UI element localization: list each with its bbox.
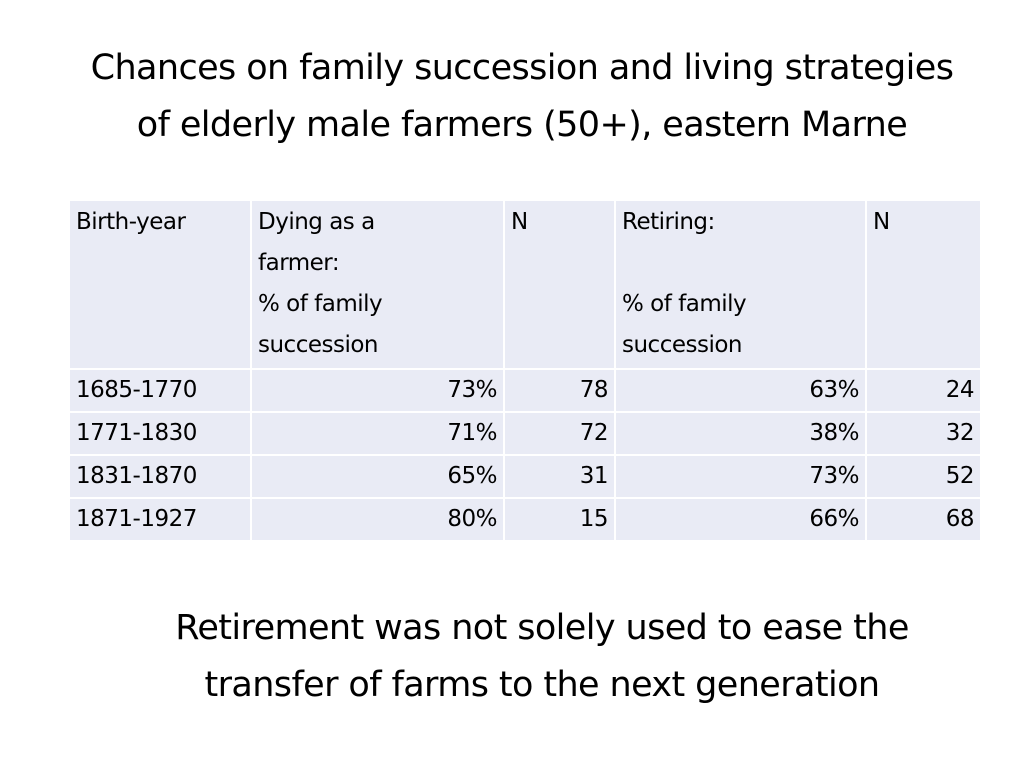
cell-retiring-n: 32	[865, 411, 982, 456]
cell-retiring-pct: 38%	[614, 411, 867, 456]
succession-table: Birth-year Dying as a farmer: % of famil…	[68, 199, 982, 542]
table-row: 1831-1870 65% 31 73% 52	[68, 454, 982, 499]
header-n-label: N	[873, 209, 890, 235]
cell-retiring-pct: 63%	[614, 368, 867, 413]
cell-birth-year: 1685-1770	[68, 368, 252, 413]
slide-conclusion: Retirement was not solely used to ease t…	[60, 600, 1024, 714]
cell-dying-pct: 73%	[250, 368, 505, 413]
cell-dying-n: 15	[503, 497, 616, 542]
header-birth-year-label: Birth-year	[76, 209, 186, 235]
cell-birth-year: 1871-1927	[68, 497, 252, 542]
table-header-row: Birth-year Dying as a farmer: % of famil…	[68, 199, 982, 370]
cell-dying-n: 31	[503, 454, 616, 499]
cell-dying-pct: 65%	[250, 454, 505, 499]
cell-retiring-n: 52	[865, 454, 982, 499]
header-dying-line: farmer:	[258, 250, 340, 276]
cell-dying-n: 78	[503, 368, 616, 413]
cell-dying-pct: 80%	[250, 497, 505, 542]
cell-retiring-pct: 73%	[614, 454, 867, 499]
slide-title-line: of elderly male farmers (50+), eastern M…	[136, 105, 908, 145]
cell-dying-n: 72	[503, 411, 616, 456]
header-dying-line: % of family	[258, 291, 383, 317]
table-row: 1771-1830 71% 72 38% 32	[68, 411, 982, 456]
header-n-retiring: N	[865, 199, 982, 370]
header-dying-as-farmer: Dying as a farmer: % of family successio…	[250, 199, 505, 370]
cell-retiring-n: 24	[865, 368, 982, 413]
cell-birth-year: 1771-1830	[68, 411, 252, 456]
header-retiring-line: % of family	[622, 291, 747, 317]
table-row: 1871-1927 80% 15 66% 68	[68, 497, 982, 542]
table-row: 1685-1770 73% 78 63% 24	[68, 368, 982, 413]
header-birth-year: Birth-year	[68, 199, 252, 370]
slide-title: Chances on family succession and living …	[20, 40, 1024, 154]
header-retiring-spacer	[622, 243, 859, 284]
header-dying-line: succession	[258, 332, 379, 358]
header-n-label: N	[511, 209, 528, 235]
slide-title-line: Chances on family succession and living …	[90, 48, 954, 88]
header-retiring-line: Retiring:	[622, 209, 715, 235]
cell-birth-year: 1831-1870	[68, 454, 252, 499]
cell-dying-pct: 71%	[250, 411, 505, 456]
cell-retiring-pct: 66%	[614, 497, 867, 542]
header-retiring: Retiring: % of family succession	[614, 199, 867, 370]
cell-retiring-n: 68	[865, 497, 982, 542]
conclusion-line: Retirement was not solely used to ease t…	[175, 608, 909, 648]
header-n-dying: N	[503, 199, 616, 370]
header-retiring-line: succession	[622, 332, 743, 358]
conclusion-line: transfer of farms to the next generation	[204, 665, 880, 705]
header-dying-line: Dying as a	[258, 209, 375, 235]
